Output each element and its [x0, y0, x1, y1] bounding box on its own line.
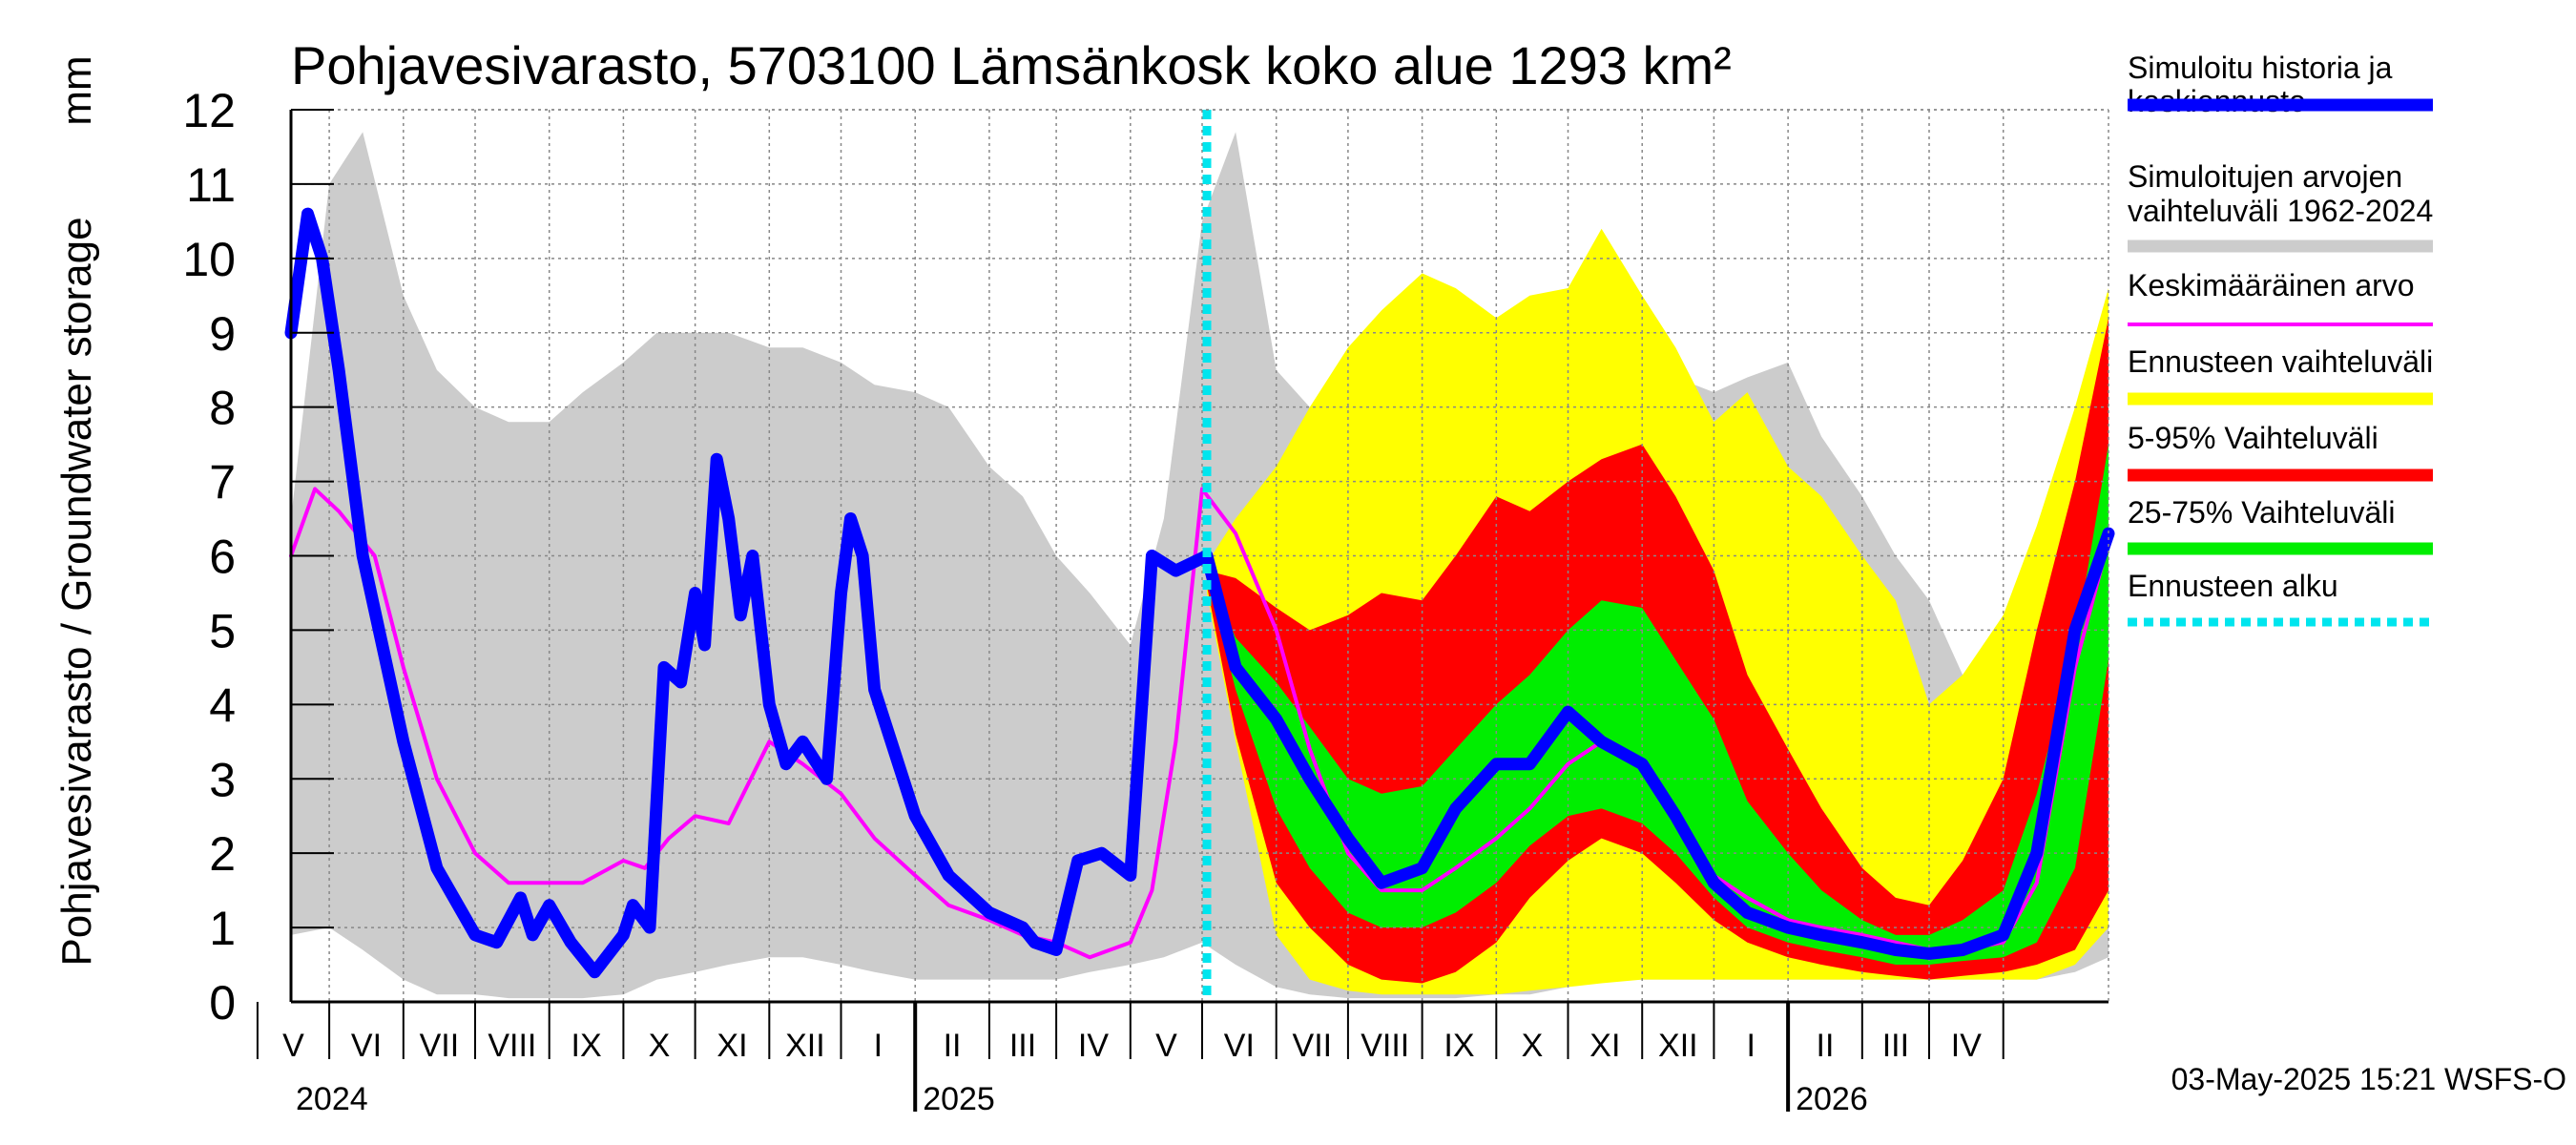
- legend-label-3: Ennusteen vaihteluväli: [2128, 344, 2433, 379]
- month-label: VI: [1224, 1028, 1255, 1064]
- legend-label-6: Ennusteen alku: [2128, 569, 2338, 603]
- y-axis-unit: mm: [53, 55, 100, 125]
- legend-label-2: Keskimääräinen arvo: [2128, 268, 2415, 302]
- y-axis-label: Pohjavesivarasto / Groundwater storage: [53, 217, 100, 966]
- y-tick-label: 4: [209, 678, 236, 732]
- legend-label-0: Simuloitu historia ja: [2128, 51, 2393, 85]
- y-tick-label: 0: [209, 976, 236, 1030]
- month-label: XII: [1658, 1028, 1698, 1064]
- year-label: 2024: [296, 1081, 368, 1117]
- month-label: VI: [351, 1028, 382, 1064]
- month-label: XI: [1589, 1028, 1620, 1064]
- month-label: IX: [571, 1028, 602, 1064]
- year-label: 2025: [923, 1081, 995, 1117]
- y-tick-label: 12: [182, 84, 236, 137]
- y-tick-label: 11: [186, 158, 236, 212]
- y-tick-label: 6: [209, 531, 236, 584]
- line-series-1: [284, 207, 2115, 979]
- y-tick-label: 7: [209, 456, 236, 510]
- legend-label-5: 25-75% Vaihteluväli: [2128, 495, 2395, 530]
- month-label: VIII: [1361, 1028, 1409, 1064]
- month-label: IV: [1951, 1028, 1982, 1064]
- chart-title: Pohjavesivarasto, 5703100 Lämsänkosk kok…: [291, 35, 1732, 95]
- y-tick-label: 8: [209, 382, 236, 435]
- y-tick-label: 2: [209, 827, 236, 881]
- month-label: VII: [1293, 1028, 1333, 1064]
- month-label: I: [874, 1028, 883, 1064]
- y-tick-label: 9: [209, 307, 236, 361]
- y-tick-label: 10: [182, 233, 236, 286]
- month-label: VII: [420, 1028, 460, 1064]
- month-label: XII: [785, 1028, 825, 1064]
- month-label: V: [1155, 1028, 1177, 1064]
- month-label: IX: [1444, 1028, 1474, 1064]
- y-tick-label: 5: [209, 604, 236, 657]
- month-label: III: [1882, 1028, 1909, 1064]
- y-tick-label: 3: [209, 753, 236, 806]
- month-label: X: [1522, 1028, 1544, 1064]
- year-label: 2026: [1796, 1081, 1868, 1117]
- y-tick-label: 1: [209, 902, 236, 955]
- month-label: I: [1747, 1028, 1755, 1064]
- band-series-3: [1207, 444, 2109, 966]
- month-label: III: [1009, 1028, 1036, 1064]
- month-label: XI: [717, 1028, 747, 1064]
- line-series-0: [289, 487, 2110, 960]
- month-label: II: [944, 1028, 962, 1064]
- month-label: IV: [1078, 1028, 1109, 1064]
- month-label: VIII: [488, 1028, 536, 1064]
- legend-label-4: 5-95% Vaihteluväli: [2128, 421, 2379, 455]
- month-label: X: [649, 1028, 671, 1064]
- legend-label-1-line2: vaihteluväli 1962-2024: [2128, 194, 2433, 228]
- legend: Simuloitu historia jakeskiennusteSimuloi…: [2128, 51, 2433, 627]
- legend-label-1: Simuloitujen arvojen: [2128, 159, 2402, 194]
- month-label: V: [282, 1028, 304, 1064]
- month-label: II: [1817, 1028, 1835, 1064]
- timestamp-footer: 03-May-2025 15:21 WSFS-O: [2171, 1062, 2566, 1096]
